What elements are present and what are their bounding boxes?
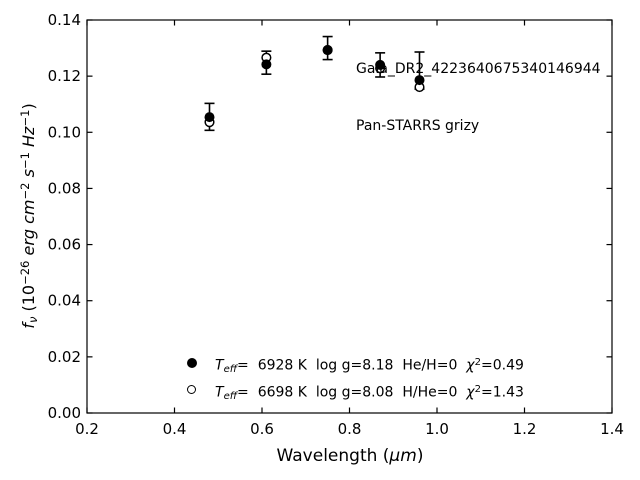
filled-circle-marker <box>261 59 272 70</box>
text-piece: 2 <box>474 384 481 395</box>
text-piece: ν <box>26 316 41 324</box>
text-piece <box>19 256 38 261</box>
text-piece <box>19 177 38 182</box>
y-tick-label: 0.04 <box>48 292 81 310</box>
text-piece: eff <box>223 391 238 403</box>
text-piece: =1.43 <box>480 384 524 401</box>
y-tick-label: 0.08 <box>48 179 81 197</box>
y-axis-label: fν (10−26 erg cm−2 s−1 Hz−1) <box>18 103 40 328</box>
text-piece: ) <box>416 446 424 466</box>
text-piece: erg cm <box>19 199 39 256</box>
text-piece: Wavelength ( <box>276 446 390 466</box>
legend-open-circle-icon <box>187 385 196 394</box>
x-tick-label: 1.2 <box>513 420 537 438</box>
x-tick-label: 0.8 <box>338 420 362 438</box>
text-piece: −1 <box>17 152 32 170</box>
text-piece: eff <box>223 364 238 376</box>
y-tick-label: 0.14 <box>48 11 81 29</box>
x-tick-label: 0.2 <box>75 420 99 438</box>
y-tick-label: 0.02 <box>48 348 81 366</box>
text-piece: 6928 K log g=8.18 He/H=0 <box>257 357 467 374</box>
filled-circle-marker <box>322 45 333 56</box>
x-tick-label: 1.0 <box>425 420 449 438</box>
text-piece: ) <box>19 103 39 110</box>
x-tick-label: 0.4 <box>163 420 187 438</box>
text-piece: f <box>19 323 39 329</box>
text-piece: =0.49 <box>480 357 524 374</box>
text-piece: = <box>237 384 258 401</box>
text-piece: s <box>19 169 39 178</box>
y-tick-label: 0.00 <box>48 404 81 422</box>
y-tick-label: 0.10 <box>48 123 81 141</box>
annotation-survey: Pan-STARRS grizy <box>356 118 480 134</box>
text-piece: −26 <box>17 260 32 285</box>
text-piece <box>19 147 38 152</box>
y-tick-label: 0.06 <box>48 236 81 254</box>
legend-filled-circle-icon <box>187 358 197 368</box>
filled-circle-marker <box>414 75 425 86</box>
y-tick-label: 0.12 <box>48 67 81 85</box>
text-piece: T <box>215 357 224 374</box>
text-piece: (10 <box>19 284 39 317</box>
text-piece: 2 <box>474 357 481 368</box>
filled-circle-marker <box>204 112 215 123</box>
text-piece: μm <box>389 446 417 466</box>
annotation-source-id: Gaia_DR2_4223640675340146944 <box>356 61 601 77</box>
text-piece: T <box>215 384 224 401</box>
x-axis-label: Wavelength (μm) <box>277 446 424 466</box>
x-tick-label: 1.4 <box>600 420 624 438</box>
text-piece: χ <box>466 384 475 401</box>
text-piece: Hz <box>19 126 39 147</box>
x-tick-label: 0.6 <box>250 420 274 438</box>
legend-row-model-1: Teff= 6928 K log g=8.18 He/H=0 χ2=0.49 <box>215 354 524 379</box>
text-piece: = <box>237 357 258 374</box>
filled-circle-marker <box>375 59 386 70</box>
text-piece: −2 <box>17 182 32 200</box>
text-piece: 6698 K log g=8.08 H/He=0 <box>257 384 467 401</box>
text-piece: −1 <box>17 109 32 127</box>
legend-row-model-2: Teff= 6698 K log g=8.08 H/He=0 χ2=1.43 <box>215 381 524 406</box>
annotation-block: Gaia_DR2_4223640675340146944 Pan-STARRS … <box>356 22 601 174</box>
text-piece: χ <box>466 357 475 374</box>
